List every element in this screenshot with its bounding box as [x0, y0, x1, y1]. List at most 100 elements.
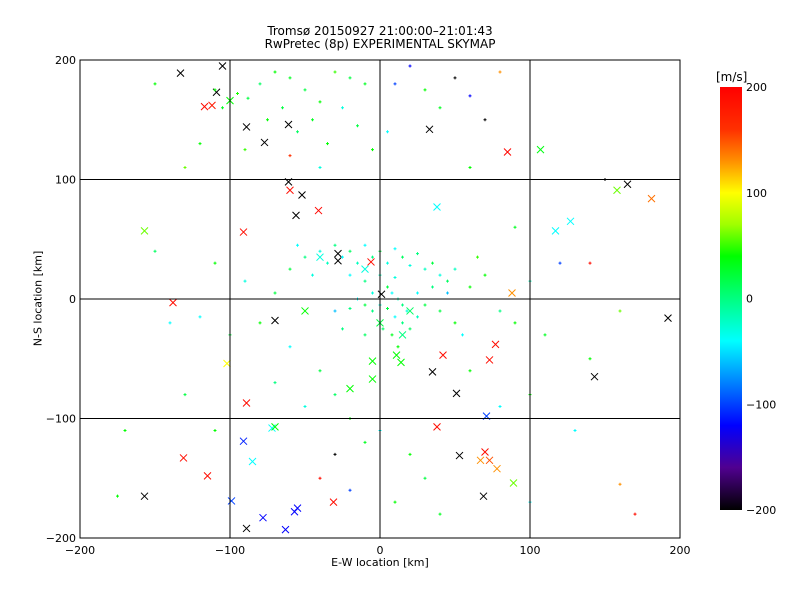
plus-marker — [498, 70, 502, 74]
plus-marker — [558, 261, 562, 265]
plus-marker — [213, 88, 217, 92]
plus-marker — [513, 225, 517, 229]
x-marker — [239, 437, 248, 446]
x-marker — [367, 258, 375, 266]
plus-marker — [468, 285, 472, 289]
plus-marker — [266, 118, 269, 122]
plus-marker — [468, 369, 472, 373]
plus-marker — [333, 70, 337, 74]
y-tick-label: 200 — [55, 54, 76, 67]
plus-marker — [281, 106, 284, 110]
x-marker — [481, 448, 489, 456]
plus-marker — [333, 243, 337, 247]
plus-marker — [393, 82, 397, 86]
plus-marker — [390, 291, 394, 295]
x-marker — [169, 298, 177, 307]
plus-marker — [243, 148, 247, 152]
plus-marker — [348, 273, 352, 277]
x-marker — [298, 191, 306, 199]
x-marker — [398, 330, 407, 339]
plus-marker — [198, 315, 202, 319]
plus-marker — [183, 166, 187, 170]
plus-marker — [423, 303, 427, 307]
x-marker — [439, 351, 447, 360]
plus-marker — [363, 333, 367, 337]
plus-marker — [341, 327, 344, 331]
x-marker — [493, 464, 501, 473]
plus-marker — [363, 303, 367, 307]
x-marker — [428, 368, 437, 376]
plus-marker — [405, 309, 409, 313]
x-marker — [200, 102, 209, 111]
plus-marker — [393, 247, 397, 251]
plus-marker — [371, 255, 374, 259]
x-marker — [361, 265, 369, 273]
plus-marker — [318, 476, 322, 480]
x-tick-label: 100 — [520, 544, 541, 557]
plus-marker — [633, 512, 637, 516]
x-marker — [301, 307, 309, 315]
x-marker — [368, 357, 377, 365]
plus-marker — [483, 273, 487, 277]
plus-marker — [618, 309, 622, 313]
plus-marker — [258, 321, 262, 325]
plus-marker — [153, 249, 157, 253]
plus-marker — [311, 118, 314, 122]
x-marker — [260, 138, 269, 147]
x-axis-label: E-W location [km] — [331, 556, 429, 569]
colorbar-tick-label: −100 — [746, 398, 776, 411]
x-marker — [203, 472, 212, 480]
plus-marker — [386, 307, 389, 311]
x-marker — [286, 186, 294, 195]
plus-marker — [371, 291, 374, 295]
plus-marker — [168, 321, 172, 325]
x-marker — [179, 454, 188, 462]
plus-marker — [453, 76, 457, 80]
plus-marker — [476, 255, 479, 259]
plus-marker — [371, 309, 374, 313]
plus-marker — [288, 267, 292, 271]
plus-marker — [243, 279, 247, 283]
x-marker — [284, 120, 293, 129]
plus-marker — [386, 285, 389, 289]
plus-marker — [513, 321, 517, 325]
x-marker — [334, 256, 342, 265]
colorbar-tick-label: 200 — [746, 81, 767, 94]
x-marker — [218, 62, 227, 70]
plus-marker — [416, 252, 419, 256]
plus-marker — [303, 405, 307, 409]
plus-marker — [246, 96, 250, 100]
plus-marker — [423, 476, 427, 480]
plus-marker — [341, 106, 344, 110]
plus-marker — [408, 327, 412, 331]
plus-marker — [153, 82, 157, 86]
x-marker — [377, 290, 386, 299]
y-tick-label: −200 — [46, 532, 76, 545]
plus-marker — [288, 154, 292, 158]
x-marker — [485, 356, 494, 364]
plus-marker — [296, 243, 299, 247]
plus-marker — [498, 309, 502, 313]
y-tick-label: 100 — [55, 174, 76, 187]
x-marker — [271, 423, 279, 431]
plus-marker — [438, 309, 442, 313]
colorbar-tick-label: 100 — [746, 187, 767, 200]
x-marker — [227, 497, 236, 505]
plus-marker — [288, 76, 292, 80]
colorbar-tick-label: 0 — [746, 293, 753, 306]
plus-marker — [386, 130, 389, 134]
x-marker — [208, 101, 216, 110]
plus-marker — [273, 291, 277, 295]
colorbar-label: [m/s] — [716, 70, 748, 84]
plus-marker — [423, 267, 427, 271]
plus-marker — [363, 279, 367, 283]
x-marker — [329, 498, 338, 507]
x-marker — [452, 389, 461, 398]
plus-marker — [303, 88, 307, 92]
plus-marker — [183, 393, 187, 397]
plus-marker — [393, 315, 397, 319]
plus-marker — [356, 124, 359, 128]
plus-marker — [213, 428, 217, 432]
x-marker — [346, 384, 354, 393]
